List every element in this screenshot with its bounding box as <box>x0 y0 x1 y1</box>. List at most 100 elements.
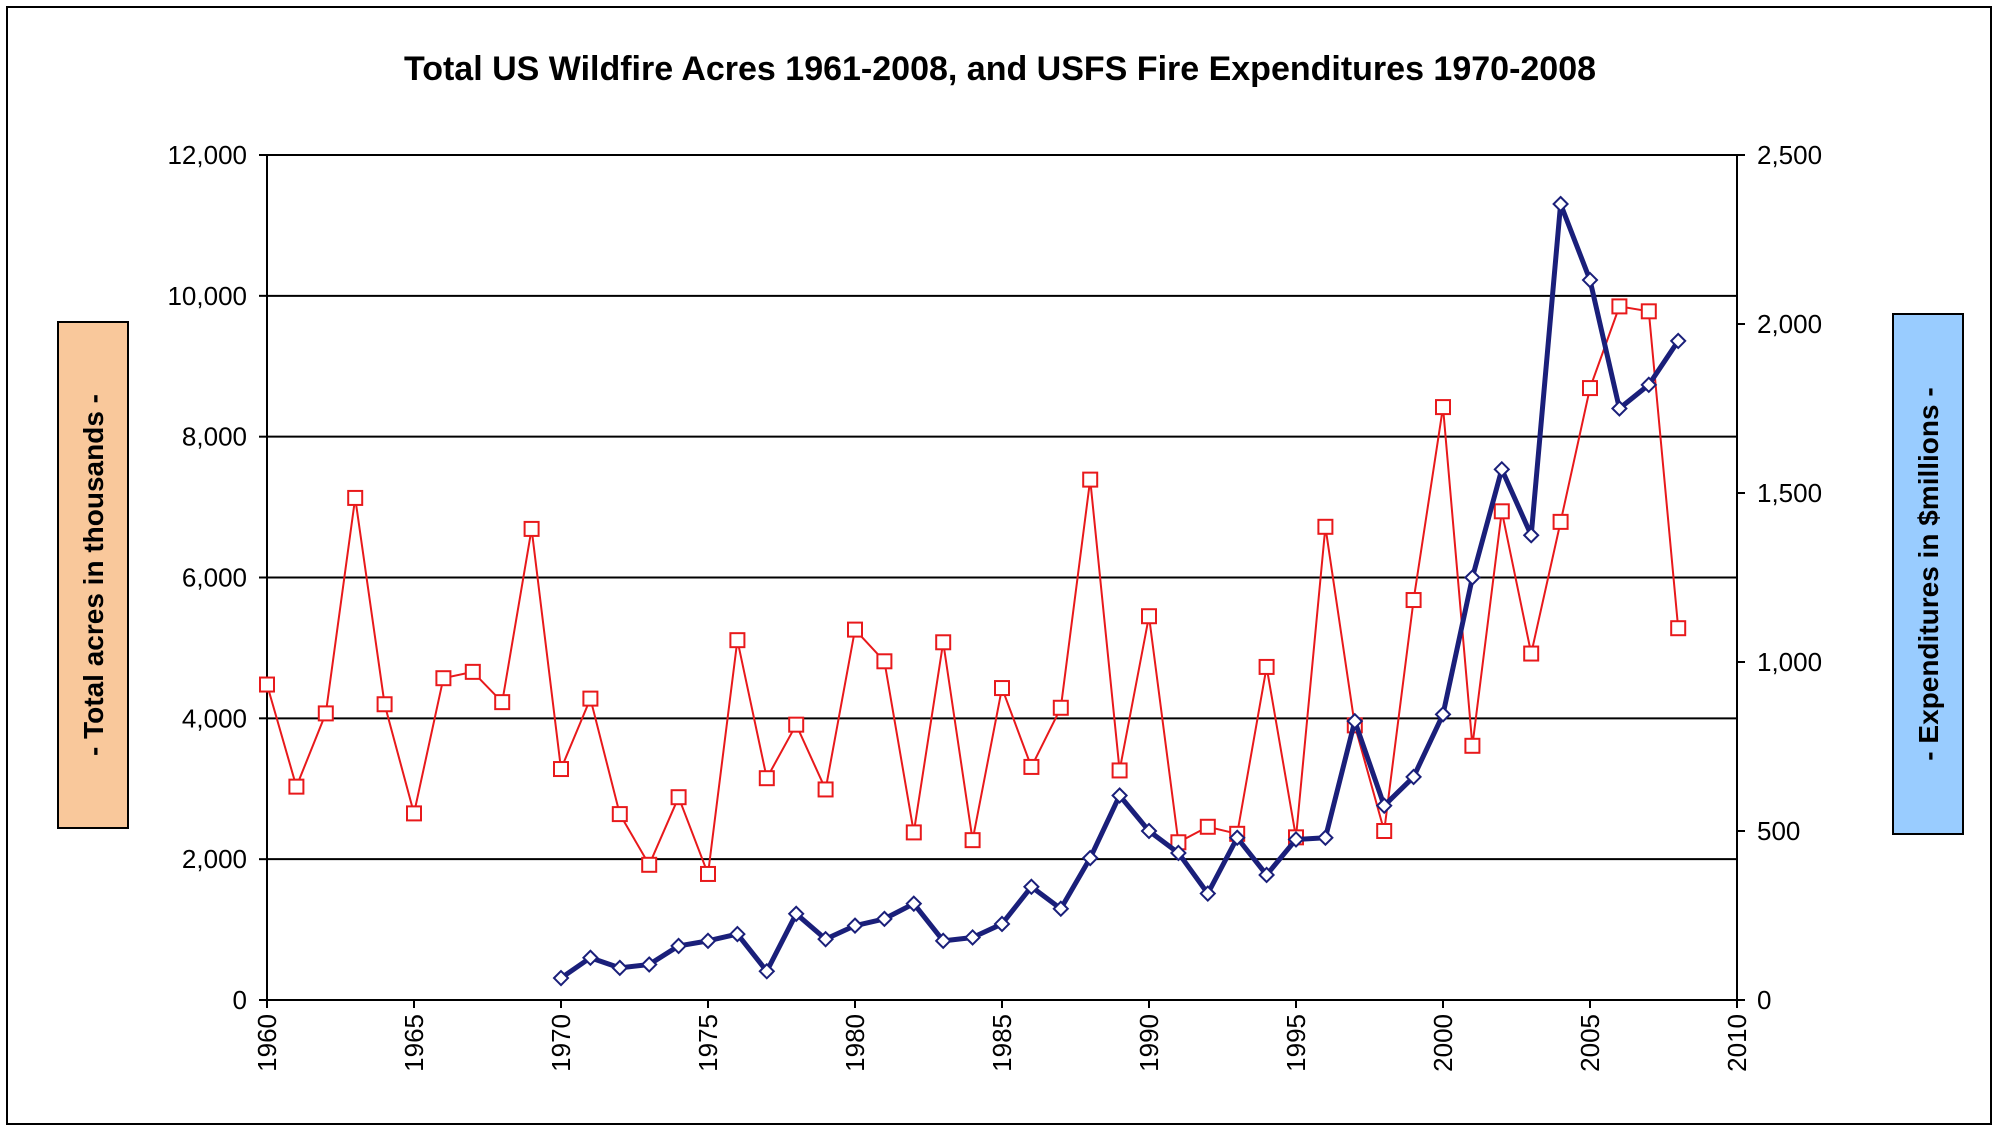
acres-point <box>1082 471 1099 488</box>
acres-line <box>266 305 1680 875</box>
acres-point <box>670 789 687 806</box>
series-expenditures <box>552 195 1687 987</box>
expenditures-point <box>1346 712 1364 730</box>
acres-point <box>1141 608 1157 625</box>
acres-point <box>1405 592 1422 609</box>
acres-point <box>611 806 628 823</box>
y-left-tick-label: 4,000 <box>182 703 247 733</box>
acres-point <box>1376 823 1393 839</box>
y-right-tick-label: 1,500 <box>1757 478 1822 508</box>
y-left-tick-label: 0 <box>233 985 247 1015</box>
acres-point <box>641 856 658 873</box>
expenditures-point <box>1052 900 1070 918</box>
y-right-tick-label: 2,000 <box>1757 309 1822 339</box>
expenditures-point <box>1111 787 1129 804</box>
acres-point <box>1670 620 1687 637</box>
acres-point <box>700 865 716 882</box>
y-axis-right-label-text: - Expenditures in $millions - <box>1913 387 1944 760</box>
expenditures-point <box>934 932 952 950</box>
y-right-tick-label: 500 <box>1757 816 1800 846</box>
y-right-tick-label: 0 <box>1757 985 1771 1015</box>
expenditures-point <box>846 917 864 935</box>
expenditures-point <box>1140 822 1158 840</box>
acres-point <box>494 694 511 711</box>
expenditures-point <box>993 915 1011 933</box>
expenditures-point <box>964 929 982 946</box>
y-axis-right-label: - Expenditures in $millions - <box>1892 313 1964 835</box>
acres-point <box>905 824 922 841</box>
expenditures-line <box>559 201 1681 981</box>
y-left-tick-label: 10,000 <box>167 281 247 311</box>
expenditures-point <box>758 962 776 980</box>
x-tick-label: 1980 <box>840 1014 870 1072</box>
expenditures-point <box>1375 797 1393 815</box>
acres-point <box>464 663 481 680</box>
expenditures-point <box>1669 332 1687 350</box>
y-left-tick-label: 8,000 <box>182 422 247 452</box>
expenditures-point <box>1287 831 1305 848</box>
acres-point <box>1023 758 1040 775</box>
y-left-tick-label: 2,000 <box>182 844 247 874</box>
expenditures-point <box>1228 829 1246 847</box>
acres-point <box>523 520 540 537</box>
acres-point <box>1258 658 1275 675</box>
expenditures-point <box>1169 844 1187 862</box>
acres-point <box>288 778 305 795</box>
acres-point <box>1552 513 1569 530</box>
acres-point <box>1111 762 1128 779</box>
y-right-tick-label: 2,500 <box>1757 140 1822 170</box>
expenditures-point <box>1199 885 1217 902</box>
y-axis-right-label-box <box>1892 313 1964 835</box>
x-tick-label: 2000 <box>1428 1014 1458 1072</box>
acres-point <box>1611 298 1628 315</box>
x-tick-label: 1965 <box>399 1014 429 1072</box>
acres-point <box>994 680 1010 697</box>
acres-point <box>582 690 599 707</box>
expenditures-point <box>905 895 923 913</box>
acres-point <box>788 716 805 733</box>
expenditures-point <box>1316 829 1334 847</box>
y-axis-right: 0 500 1,000 1,500 2,000 2,500 <box>1737 140 1822 1015</box>
x-tick-label: 1960 <box>252 1014 282 1072</box>
acres-point <box>259 676 275 693</box>
expenditures-point <box>1581 271 1599 289</box>
expenditures-point <box>1258 866 1276 884</box>
y-left-tick-label: 6,000 <box>182 563 247 593</box>
acres-point <box>553 761 569 778</box>
expenditures-point <box>1463 569 1481 586</box>
acres-point <box>758 770 775 787</box>
expenditures-point <box>817 930 835 948</box>
x-tick-label: 1985 <box>987 1014 1017 1072</box>
acres-point <box>964 832 981 849</box>
expenditures-point <box>1610 400 1628 417</box>
x-tick-label: 2010 <box>1722 1014 1752 1072</box>
x-tick-label: 2005 <box>1575 1014 1605 1072</box>
acres-point <box>376 696 393 713</box>
x-axis: 1960 1965 1970 1975 1980 1985 1990 1995 2000 2005… <box>252 1000 1752 1072</box>
y-axis-left: 0 2,000 4,000 6,000 8,000 10,000 12,000 <box>167 140 267 1015</box>
acres-point <box>435 670 452 687</box>
y-left-tick-label: 12,000 <box>167 140 247 170</box>
acres-point <box>1523 645 1540 662</box>
expenditures-point <box>611 959 629 977</box>
expenditures-point <box>699 932 717 950</box>
acres-point <box>847 621 863 638</box>
acres-point <box>1199 818 1216 835</box>
expenditures-point <box>787 905 805 923</box>
acres-point <box>1464 737 1481 754</box>
acres-point <box>876 653 893 670</box>
expenditures-point <box>728 925 746 943</box>
expenditures-point <box>1405 768 1423 786</box>
expenditures-point <box>1640 376 1658 394</box>
expenditures-point <box>581 949 599 967</box>
y-right-tick-label: 1,000 <box>1757 647 1822 677</box>
acres-point <box>817 781 834 798</box>
y-axis-left-label-box <box>57 321 129 829</box>
acres-point <box>1435 399 1451 416</box>
acres-point <box>1640 303 1657 320</box>
expenditures-point <box>1493 460 1511 478</box>
acres-point <box>935 634 952 651</box>
expenditures-point <box>640 956 658 973</box>
expenditures-point <box>875 910 893 928</box>
